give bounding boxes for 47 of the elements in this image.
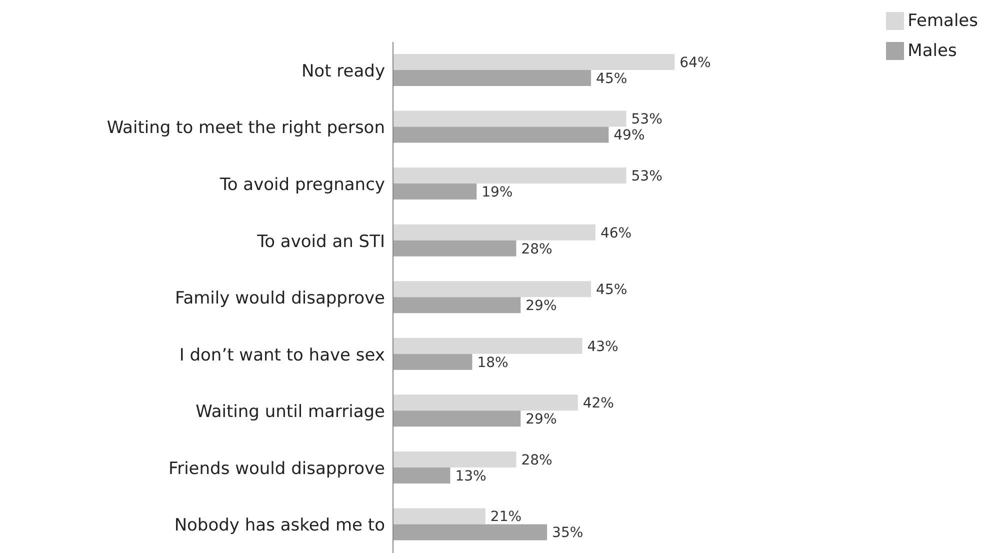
data-label: 42% <box>582 396 614 412</box>
y-tick-label: I don’t want to have sex <box>179 345 385 366</box>
bar <box>393 126 609 143</box>
y-tick-label: Waiting to meet the right person <box>106 118 385 138</box>
bar <box>393 297 521 314</box>
y-tick-label: Not ready <box>301 61 385 82</box>
data-label: 28% <box>521 452 552 468</box>
data-label: 53% <box>631 168 662 185</box>
bar <box>393 354 472 370</box>
bar <box>393 54 675 70</box>
data-label: 64% <box>680 54 711 71</box>
data-label: 13% <box>455 468 486 484</box>
data-label: 29% <box>526 298 557 314</box>
bar <box>393 184 477 200</box>
bar <box>393 394 578 411</box>
bar <box>393 467 450 484</box>
y-tick-label: To avoid an STI <box>256 232 385 252</box>
y-tick-label: To avoid pregnancy <box>218 174 385 195</box>
data-label: 46% <box>600 225 632 242</box>
data-label: 29% <box>526 412 557 428</box>
data-label: 45% <box>596 282 628 298</box>
data-label: 21% <box>490 509 522 526</box>
data-label: 43% <box>587 338 618 355</box>
data-label: 18% <box>477 354 508 371</box>
bar <box>393 410 521 427</box>
bar <box>393 524 548 540</box>
bar <box>393 451 516 468</box>
bar <box>393 281 592 298</box>
legend-label: Males <box>908 41 957 61</box>
y-tick-label: Waiting until marriage <box>196 402 385 422</box>
bar <box>393 224 596 240</box>
data-label: 49% <box>614 128 645 144</box>
legend-label: Females <box>908 11 978 31</box>
data-label: 45% <box>596 70 628 87</box>
data-label: 53% <box>631 112 662 128</box>
y-tick-label: Friends would disapprove <box>168 458 385 479</box>
data-label: 28% <box>521 241 552 258</box>
bar <box>393 70 592 86</box>
bar <box>393 338 582 354</box>
bar <box>393 110 626 127</box>
data-label: 19% <box>482 184 513 201</box>
bar <box>393 508 486 524</box>
y-tick-label: Nobody has asked me to <box>174 516 385 536</box>
bar <box>393 168 626 184</box>
bar <box>393 240 516 256</box>
data-label: 35% <box>552 525 584 542</box>
y-tick-label: Family would disapprove <box>174 288 385 309</box>
